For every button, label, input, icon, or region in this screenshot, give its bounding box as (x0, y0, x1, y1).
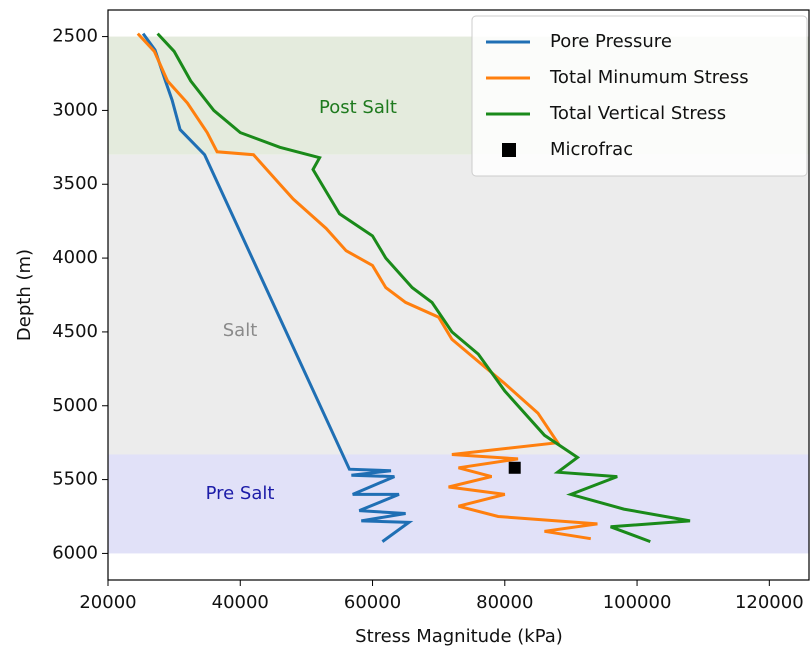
y-axis-label: Depth (m) (14, 249, 35, 341)
region (108, 454, 809, 554)
legend-label: Total Minumum Stress (549, 67, 749, 88)
plot-frame (107, 9, 810, 581)
region-label: Salt (223, 320, 258, 341)
y-tick-label: 4000 (52, 247, 98, 268)
region-label: Post Salt (319, 97, 397, 118)
y-tick-label: 6000 (52, 542, 98, 563)
y-tick-label: 5000 (52, 395, 98, 416)
y-tick-label: 3000 (52, 99, 98, 120)
series-line (156, 32, 691, 544)
x-tick-label: 60000 (344, 592, 401, 613)
y-tick-label: 3500 (52, 173, 98, 194)
x-axis-label: Stress Magnitude (kPa) (355, 626, 563, 647)
legend-label: Total Vertical Stress (549, 103, 726, 124)
legend-label: Microfrac (550, 139, 633, 160)
y-tick-label: 5500 (52, 469, 98, 490)
legend-marker (502, 143, 516, 157)
y-tick-label: 2500 (52, 26, 98, 47)
x-tick-label: 40000 (212, 592, 269, 613)
legend-box (471, 15, 808, 177)
marker (508, 461, 521, 474)
y-tick-label: 4500 (52, 321, 98, 342)
x-tick-label: 80000 (476, 592, 533, 613)
x-tick-label: 120000 (735, 592, 804, 613)
x-tick-label: 20000 (79, 592, 136, 613)
legend-label: Pore Pressure (550, 31, 672, 52)
series-line (141, 32, 414, 543)
region-label: Pre Salt (206, 483, 275, 504)
series-line (136, 32, 598, 541)
x-tick-label: 100000 (603, 592, 672, 613)
region (108, 154, 809, 455)
